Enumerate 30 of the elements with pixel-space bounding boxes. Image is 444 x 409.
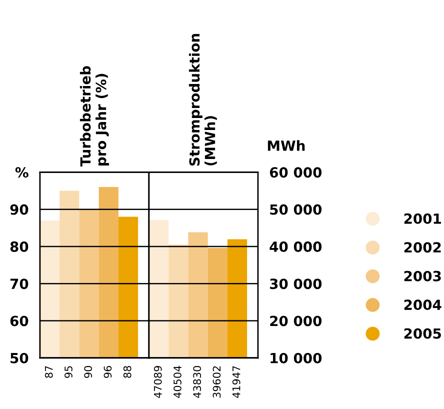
data-label: 47089 [154,366,162,398]
data-label: 96 [104,366,112,378]
legend-label: 2001 [404,213,441,224]
data-label: 87 [44,366,53,378]
y-tick-label: 30 000 [270,278,322,290]
y-axis-title: MWh [268,140,305,151]
legend-label: 2004 [404,300,442,310]
data-label: 40504 [174,366,182,398]
y-tick-label: 50 [10,352,28,364]
legend-label: 2005 [404,328,441,339]
data-label: 39602 [212,366,221,398]
data-label: 88 [123,366,132,378]
data-label: 43830 [193,366,202,398]
y-tick-label: % [15,167,28,178]
y-tick-label: 60 [10,316,28,326]
y-tick-label: 70 [10,278,28,290]
y-tick-label: 40 000 [270,241,322,252]
data-label: 41947 [232,366,240,398]
legend-label: 2002 [404,242,441,253]
y-tick-label: 60 000 [270,167,322,178]
chart-title: Stromproduktion (MWh) [188,34,217,166]
y-tick-label: 50 000 [270,204,322,215]
y-tick-label: 20 000 [270,316,322,326]
legend-label: 2003 [404,270,441,282]
y-tick-label: 80 [10,241,28,252]
chart-title: Turbobetrieb pro Jahr (%) [80,66,109,167]
y-tick-label: 10 000 [270,352,322,364]
y-tick-label: 90 [10,204,28,215]
data-label: 90 [84,366,92,378]
data-label: 95 [64,366,72,378]
